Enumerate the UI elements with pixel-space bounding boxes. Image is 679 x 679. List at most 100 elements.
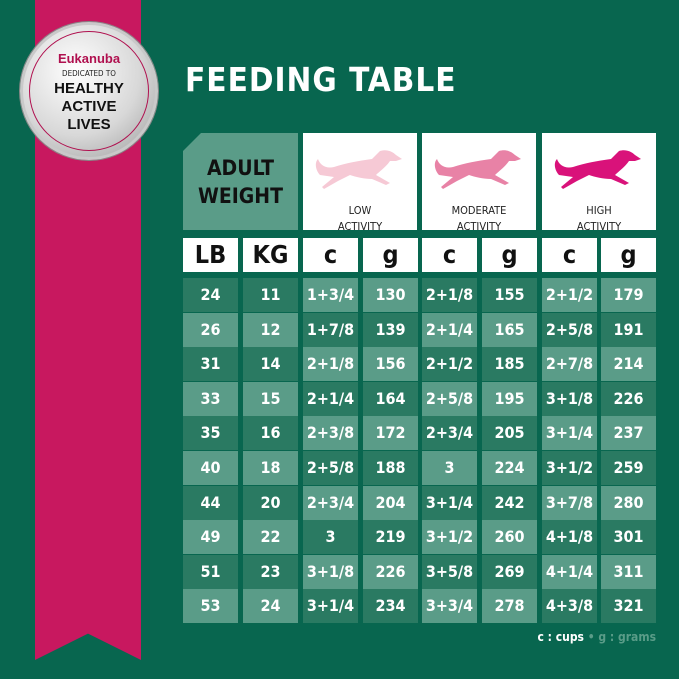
table-cell: 24 [183,278,238,312]
table-cell: 130 [363,278,418,312]
activity-header-0: LOW ACTIVITY [303,133,417,233]
table-cell: 3 [303,520,358,555]
table-cell: 311 [601,554,656,589]
adult-weight-header: ADULT WEIGHT [183,133,298,230]
table-cell: 234 [363,589,418,624]
table-cell: 2+5/8 [303,451,358,485]
table-cell: 188 [363,451,418,485]
table-cell: 33 [183,381,238,416]
table-cell: 40 [183,451,238,485]
activity-header-1: MODERATE ACTIVITY [422,133,536,233]
eukanuba-badge: Eukanuba DEDICATED TO HEALTHY ACTIVE LIV… [20,22,158,160]
activity-label: HIGH ACTIVITY [576,204,622,233]
table-cell: 3 [422,451,477,485]
table-cell: 2+1/2 [422,347,477,382]
table-cell: 49 [183,520,238,555]
unit-header: KG [243,238,298,272]
table-cell: 11 [243,278,298,312]
table-cell: 204 [363,485,418,520]
table-cell: 3+1/8 [542,381,597,416]
table-cell: 24 [243,589,298,624]
table-cell: 51 [183,554,238,589]
table-cell: 195 [482,381,537,416]
table-cell: 260 [482,520,537,555]
table-cell: 242 [482,485,537,520]
unit-header: g [482,238,537,272]
table-cell: 53 [183,589,238,624]
legend: c : cups • g : grams [538,630,657,644]
table-cell: 31 [183,347,238,382]
activity-header-2: HIGH ACTIVITY [542,133,656,233]
table-cell: 3+1/4 [422,485,477,520]
table-cell: 3+1/4 [303,589,358,624]
table-cell: 2+1/8 [303,347,358,382]
table-cell: 44 [183,485,238,520]
table-cell: 4+1/4 [542,554,597,589]
table-cell: 3+1/2 [542,451,597,485]
table-cell: 2+1/4 [422,312,477,347]
table-cell: 191 [601,312,656,347]
table-cell: 26 [183,312,238,347]
table-cell: 321 [601,589,656,624]
unit-header: g [363,238,418,272]
table-cell: 165 [482,312,537,347]
table-cell: 3+1/2 [422,520,477,555]
table-cell: 3+5/8 [422,554,477,589]
table-cell: 1+3/4 [303,278,358,312]
table-cell: 2+3/8 [303,416,358,451]
table-cell: 4+1/8 [542,520,597,555]
running-dog-icon [554,150,641,189]
table-cell: 4+3/8 [542,589,597,624]
unit-header: g [601,238,656,272]
table-cell: 214 [601,347,656,382]
table-cell: 259 [601,451,656,485]
table-cell: 2+1/4 [303,381,358,416]
table-cell: 3+1/8 [303,554,358,589]
table-cell: 35 [183,416,238,451]
adult-weight-label: ADULT [206,155,275,180]
table-cell: 269 [482,554,537,589]
table-cell: 172 [363,416,418,451]
table-cell: 2+3/4 [422,416,477,451]
running-dog-icon [434,150,521,189]
table-cell: 18 [243,451,298,485]
table-cell: 237 [601,416,656,451]
table-cell: 3+7/8 [542,485,597,520]
table-cell: 185 [482,347,537,382]
table-cell: 3+3/4 [422,589,477,624]
table-cell: 2+1/2 [542,278,597,312]
table-cell: 224 [482,451,537,485]
table-cell: 22 [243,520,298,555]
table-cell: 12 [243,312,298,347]
table-cell: 14 [243,347,298,382]
table-cell: 226 [363,554,418,589]
table-cell: 16 [243,416,298,451]
table-cell: 23 [243,554,298,589]
table-cell: 278 [482,589,537,624]
table-cell: 226 [601,381,656,416]
page-title: FEEDING TABLE [185,60,457,99]
table-cell: 20 [243,485,298,520]
table-cell: 139 [363,312,418,347]
table-cell: 15 [243,381,298,416]
table-cell: 155 [482,278,537,312]
table-cell: 301 [601,520,656,555]
unit-header: c [542,238,597,272]
legend-cups: c : cups [537,630,584,644]
table-cell: 280 [601,485,656,520]
unit-header: c [303,238,358,272]
table-cell: 2+1/8 [422,278,477,312]
table-cell: 2+3/4 [303,485,358,520]
table-cell: 3+1/4 [542,416,597,451]
running-dog-icon [315,150,402,189]
table-cell: 156 [363,347,418,382]
table-cell: 164 [363,381,418,416]
activity-label: LOW ACTIVITY [337,204,383,233]
legend-separator: • [587,630,595,644]
table-cell: 205 [482,416,537,451]
table-cell: 179 [601,278,656,312]
table-cell: 219 [363,520,418,555]
table-cell: 1+7/8 [303,312,358,347]
legend-grams: g : grams [598,630,656,644]
adult-weight-label: WEIGHT [198,183,283,208]
